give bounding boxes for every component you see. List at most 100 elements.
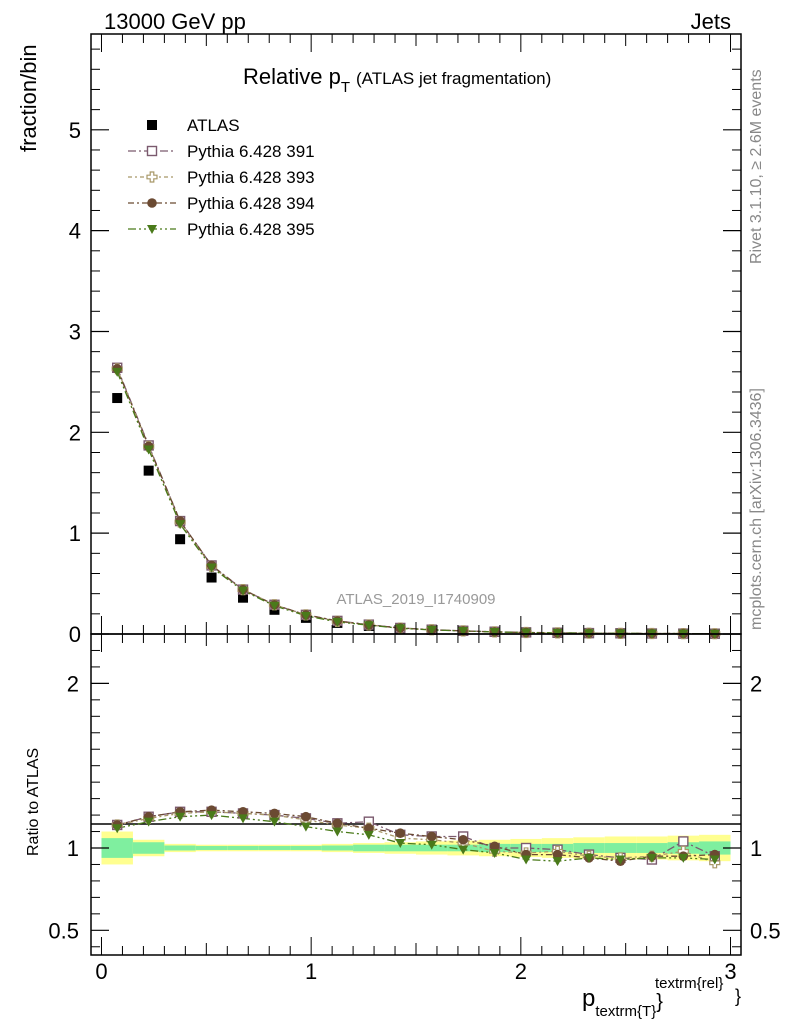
x-tick-label: 3 [724,959,736,984]
ratio-y-tick-label: 0.5 [48,918,79,943]
data-point-4-0 [112,367,123,377]
ratio-point-3-10 [426,840,437,850]
y-tick-label: 4 [69,219,81,244]
ratio-y-tick-label-right: 1 [750,836,762,861]
band-inner-5 [258,846,291,850]
y-tick-label: 5 [69,118,81,143]
ratio-y-tick-label: 2 [67,671,79,696]
xlabel-main: p [582,985,595,1012]
band-inner-0 [101,838,133,858]
legend-label-3: Pythia 6.428 394 [187,194,315,213]
ratio-ylabel: Ratio to ATLAS [25,748,42,856]
data-point-4-11 [458,626,469,636]
legend-label-0: ATLAS [187,116,240,135]
y-tick-label: 0 [69,622,81,647]
title-paren: (ATLAS jet fragmentation) [356,69,551,88]
xlabel-brace: } [656,991,663,1013]
ratio-point-2-10 [426,831,437,842]
data-point-4-12 [489,627,500,637]
band-inner-3 [195,846,228,850]
ratio-point-2-8 [364,823,374,834]
band-inner-8 [353,844,385,852]
data-point-0-2 [175,534,186,545]
x-tick-label: 0 [95,959,107,984]
band-inner-6 [290,846,322,850]
ratio-frame [90,633,742,956]
xlabel-sup-brace: } [735,986,741,1006]
y-tick-label: 3 [69,319,81,344]
legend-label-4: Pythia 6.428 395 [187,220,315,239]
data-point-4-2 [175,520,186,530]
ratio-line-1 [117,811,716,864]
ratio-point-3-6 [300,822,311,832]
ratio-point-2-14 [552,849,563,860]
ratio-line-3 [117,814,715,862]
ratio-point-2-11 [458,834,468,845]
ratio-point-3-0 [112,824,123,834]
data-point-4-4 [238,586,249,596]
xlabel-sup: textrm{rel} [655,975,723,992]
legend-label-1: Pythia 6.428 391 [187,142,315,161]
ratio-point-2-4 [238,806,248,817]
y-tick-label: 2 [69,420,81,445]
ratio-y-tick-label: 1 [67,836,79,861]
band-inner-4 [227,846,259,850]
ratio-point-0-18 [678,836,689,847]
x-tick-label: 2 [515,959,527,984]
ratio-ticks: 0.5 0.5 1 1 2 2 0 1 2 3 [48,634,781,984]
xlabel-sub: textrm{T} [595,1003,656,1020]
ratio-y-tick-label-right: 0.5 [750,918,781,943]
data-point-4-7 [332,617,343,627]
band-inner-15 [573,843,605,853]
band-inner-17 [636,843,668,853]
legend-marker-4 [147,225,157,234]
main-ylabel: fraction/bin [16,44,41,152]
ratio-point-3-3 [206,811,217,821]
data-point-0-3 [206,572,217,583]
ratio-point-2-12 [489,841,500,852]
legend-marker-0 [147,120,157,130]
band-inner-7 [321,845,354,851]
ratio-point-2-6 [301,811,311,822]
title-sub: T [341,79,350,96]
ratio-point-2-7 [332,818,343,829]
ratio-point-3-5 [269,817,280,827]
ratio-bands [101,831,731,865]
band-inner-19 [699,841,731,855]
ratio-point-3-7 [332,827,343,837]
ratio-point-3-4 [238,814,249,824]
ratio-point-3-9 [395,839,406,849]
xlabel: ptextrm{T}} [582,985,663,1020]
data-point-4-8 [363,621,374,631]
legend-marker-3 [147,198,157,208]
header-left: 13000 GeV pp [104,9,246,34]
analysis-watermark: ATLAS_2019_I1740909 [336,591,495,608]
main-panel: 0 1 2 3 4 5 [69,33,742,647]
legend-marker-1 [146,145,158,157]
data-point-4-6 [300,611,311,621]
band-inner-16 [604,843,637,853]
chart-title: Relative pT (ATLAS jet fragmentation) [243,64,551,96]
data-point-4-1 [143,445,154,455]
data-point-4-5 [269,601,280,611]
legend-label-2: Pythia 6.428 393 [187,168,315,187]
legend-marker-2 [146,171,158,183]
ratio-point-3-17 [646,853,657,863]
ratio-point-2-9 [395,828,406,838]
ratio-point-3-13 [521,855,532,865]
ratio-point-2-5 [269,808,280,819]
main-ticks: 0 1 2 3 4 5 [69,34,741,647]
ratio-point-3-2 [175,812,186,822]
data-point-0-1 [143,465,154,476]
data-point-4-9 [395,624,406,634]
ratio-point-3-14 [552,857,563,867]
y-tick-label: 1 [69,521,81,546]
ratio-marks [111,805,721,869]
data-point-0-0 [112,393,123,404]
ratio-panel: 0.5 0.5 1 1 2 2 0 1 2 3 [48,633,781,984]
x-tick-label: 1 [305,959,317,984]
legend: ATLAS Pythia 6.428 391 Pythia 6.428 393 Pyt… [128,116,315,239]
side-text-rivet: Rivet 3.1.10, ≥ 2.6M events [748,69,765,264]
ratio-point-3-11 [458,845,469,855]
